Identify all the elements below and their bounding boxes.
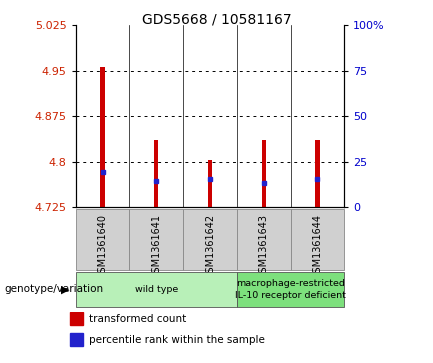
Text: transformed count: transformed count xyxy=(88,314,186,324)
Text: GSM1361641: GSM1361641 xyxy=(151,214,162,279)
Bar xyxy=(129,209,183,270)
Text: percentile rank within the sample: percentile rank within the sample xyxy=(88,335,265,344)
Text: ▶: ▶ xyxy=(61,285,69,294)
Text: GSM1361640: GSM1361640 xyxy=(97,214,108,279)
Bar xyxy=(237,209,291,270)
Bar xyxy=(237,272,344,307)
Bar xyxy=(70,312,83,325)
Text: GDS5668 / 10581167: GDS5668 / 10581167 xyxy=(142,13,291,27)
Text: GSM1361644: GSM1361644 xyxy=(312,214,323,279)
Bar xyxy=(291,209,344,270)
Bar xyxy=(100,67,105,207)
Bar xyxy=(76,272,237,307)
Bar xyxy=(70,333,83,346)
Text: macrophage-restricted
IL-10 receptor deficient: macrophage-restricted IL-10 receptor def… xyxy=(235,280,346,299)
Bar xyxy=(154,140,158,207)
Bar xyxy=(262,140,266,207)
Text: genotype/variation: genotype/variation xyxy=(4,285,103,294)
Bar xyxy=(315,140,320,207)
Bar xyxy=(76,209,129,270)
Bar xyxy=(208,160,212,207)
Text: GSM1361643: GSM1361643 xyxy=(259,214,269,279)
Bar xyxy=(183,209,237,270)
Text: wild type: wild type xyxy=(135,285,178,294)
Text: GSM1361642: GSM1361642 xyxy=(205,214,215,279)
